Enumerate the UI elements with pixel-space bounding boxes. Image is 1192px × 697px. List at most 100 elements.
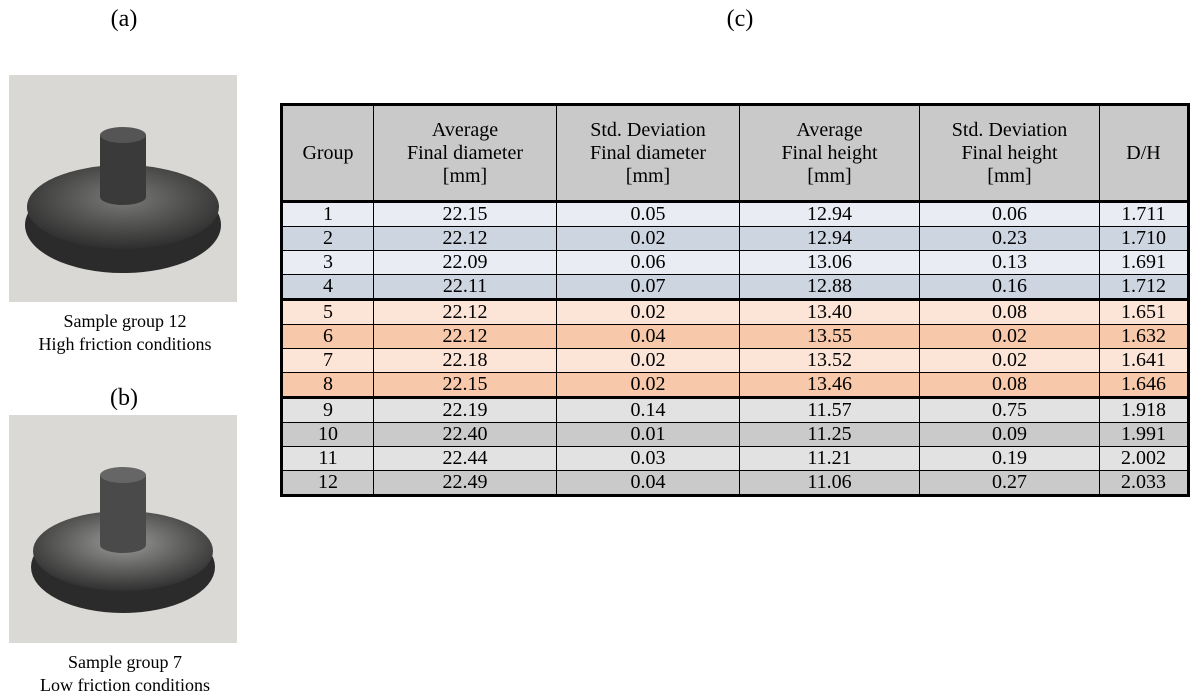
table-cell: 0.19 — [919, 446, 1100, 471]
table-cell: 0.14 — [556, 397, 740, 423]
table-cell: 1 — [281, 201, 374, 227]
table-cell: 22.11 — [373, 274, 557, 301]
table-cell: 8 — [281, 372, 374, 399]
table-row: 9 22.19 0.14 11.57 0.75 1.918 — [281, 397, 1189, 423]
table-cell: 0.75 — [919, 397, 1100, 423]
header-cell: D/H — [1099, 104, 1189, 203]
table-cell: 13.06 — [739, 250, 920, 275]
table-cell: 0.02 — [556, 226, 740, 251]
table-row: 4 22.11 0.07 12.88 0.16 1.712 — [281, 274, 1189, 301]
table-cell: 0.27 — [919, 470, 1100, 496]
table-cell: 13.55 — [739, 324, 920, 349]
panel-label: (b) — [110, 385, 138, 411]
sample-photo — [9, 415, 237, 643]
table-cell: 11 — [281, 446, 374, 471]
header-line: Final height — [781, 141, 878, 164]
table-cell: 22.12 — [373, 324, 557, 349]
header-line: D/H — [1126, 141, 1161, 164]
table-cell: 22.40 — [373, 422, 557, 447]
table-row: 6 22.12 0.04 13.55 0.02 1.632 — [281, 324, 1189, 349]
table-cell: 0.06 — [556, 250, 740, 275]
table-cell: 5 — [281, 299, 374, 325]
table-cell: 11.25 — [739, 422, 920, 447]
header-line: [mm] — [625, 164, 671, 187]
table-cell: 22.15 — [373, 372, 557, 399]
header-line: Average — [796, 118, 863, 141]
header-line: [mm] — [442, 164, 488, 187]
table-cell: 22.18 — [373, 348, 557, 373]
table-cell: 1.918 — [1099, 397, 1189, 423]
table-cell: 22.09 — [373, 250, 557, 275]
header-line: Final height — [961, 141, 1058, 164]
table-row: 3 22.09 0.06 13.06 0.13 1.691 — [281, 250, 1189, 275]
header-row: Group Average Final diameter [mm] Std. Devia… — [281, 104, 1189, 203]
table-cell: 0.02 — [556, 299, 740, 325]
table-cell: 0.02 — [556, 372, 740, 399]
table-cell: 6 — [281, 324, 374, 349]
table-cell: 1.691 — [1099, 250, 1189, 275]
table-cell: 12.94 — [739, 201, 920, 227]
header-line: [mm] — [807, 164, 852, 187]
table-cell: 0.16 — [919, 274, 1100, 301]
header-line: Final diameter — [589, 141, 707, 164]
table-cell: 2.033 — [1099, 470, 1189, 496]
sample-photo — [9, 75, 237, 302]
table-row: 5 22.12 0.02 13.40 0.08 1.651 — [281, 299, 1189, 325]
header-line: Average — [431, 118, 499, 141]
table-cell: 0.06 — [919, 201, 1100, 227]
caption: Sample group 12 High friction conditions — [0, 310, 250, 356]
header-line: [mm] — [987, 164, 1032, 187]
table-cell: 13.46 — [739, 372, 920, 399]
table-cell: 0.04 — [556, 324, 740, 349]
table-cell: 1.651 — [1099, 299, 1189, 325]
table-cell: 2.002 — [1099, 446, 1189, 471]
table-cell: 22.49 — [373, 470, 557, 496]
table-row: 12 22.49 0.04 11.06 0.27 2.033 — [281, 470, 1189, 496]
header-cell: Std. Deviation Final height [mm] — [919, 104, 1100, 203]
table-cell: 11.57 — [739, 397, 920, 423]
caption-line: Low friction conditions — [40, 675, 210, 695]
table-cell: 22.19 — [373, 397, 557, 423]
table-cell: 7 — [281, 348, 374, 373]
table-cell: 12.94 — [739, 226, 920, 251]
table-cell: 12 — [281, 470, 374, 496]
table-cell: 0.09 — [919, 422, 1100, 447]
table-cell: 1.641 — [1099, 348, 1189, 373]
table-cell: 1.712 — [1099, 274, 1189, 301]
table-cell: 9 — [281, 397, 374, 423]
header-cell: Group — [281, 104, 374, 203]
table-cell: 22.12 — [373, 226, 557, 251]
table-cell: 13.40 — [739, 299, 920, 325]
table-cell: 0.08 — [919, 299, 1100, 325]
header-line: Final diameter — [406, 141, 524, 164]
header-cell: Average Final diameter [mm] — [373, 104, 557, 203]
caption-line: High friction conditions — [38, 334, 212, 354]
table-row: 7 22.18 0.02 13.52 0.02 1.641 — [281, 348, 1189, 373]
caption-line: Sample group 12 — [63, 311, 187, 331]
table-cell: 0.02 — [556, 348, 740, 373]
table-cell: 0.03 — [556, 446, 740, 471]
results-table: Group Average Final diameter [mm] Std. Devia… — [280, 103, 1190, 497]
table-cell: 11.21 — [739, 446, 920, 471]
table-cell: 10 — [281, 422, 374, 447]
panel-label: (c) — [726, 6, 754, 32]
table-cell: 0.01 — [556, 422, 740, 447]
header-line: Std. Deviation — [951, 118, 1068, 141]
table-cell: 1.991 — [1099, 422, 1189, 447]
table-cell: 22.44 — [373, 446, 557, 471]
header-line: Std. Deviation — [590, 118, 706, 141]
table-row: 11 22.44 0.03 11.21 0.19 2.002 — [281, 446, 1189, 471]
table-cell: 0.02 — [919, 324, 1100, 349]
table-row: 8 22.15 0.02 13.46 0.08 1.646 — [281, 372, 1189, 399]
table-cell: 2 — [281, 226, 374, 251]
table-cell: 1.710 — [1099, 226, 1189, 251]
table-cell: 1.711 — [1099, 201, 1189, 227]
header-line: Group — [302, 141, 354, 164]
table-cell: 0.04 — [556, 470, 740, 496]
table-cell: 0.05 — [556, 201, 740, 227]
table-cell: 12.88 — [739, 274, 920, 301]
panel-label: (a) — [110, 6, 138, 32]
caption: Sample group 7 Low friction conditions — [0, 651, 250, 697]
table-cell: 0.02 — [919, 348, 1100, 373]
